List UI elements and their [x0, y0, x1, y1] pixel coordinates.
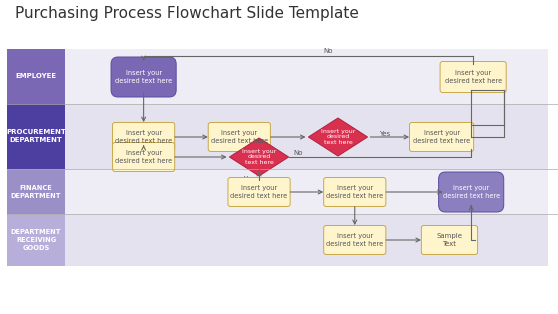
Text: Insert your
desired text here: Insert your desired text here	[326, 185, 383, 199]
Polygon shape	[309, 118, 368, 156]
FancyBboxPatch shape	[65, 169, 548, 214]
Text: Insert your
desired text here: Insert your desired text here	[115, 150, 172, 164]
Text: Insert your
desired text here: Insert your desired text here	[211, 130, 268, 143]
FancyBboxPatch shape	[65, 49, 548, 104]
Text: Insert your
desired text here: Insert your desired text here	[442, 185, 500, 199]
FancyBboxPatch shape	[65, 214, 548, 266]
FancyBboxPatch shape	[7, 169, 65, 214]
FancyBboxPatch shape	[228, 177, 290, 207]
FancyBboxPatch shape	[111, 57, 176, 97]
FancyBboxPatch shape	[324, 177, 386, 207]
Text: Insert your
desired text here: Insert your desired text here	[115, 130, 172, 143]
Text: Insert your
desired text here: Insert your desired text here	[326, 233, 383, 246]
FancyBboxPatch shape	[7, 49, 65, 104]
Text: PROCUREMENT
DEPARTMENT: PROCUREMENT DEPARTMENT	[6, 129, 66, 143]
FancyBboxPatch shape	[324, 225, 386, 255]
Text: Purchasing Process Flowchart Slide Template: Purchasing Process Flowchart Slide Templ…	[16, 6, 359, 21]
Text: Insert your
desired text here: Insert your desired text here	[445, 70, 502, 84]
FancyBboxPatch shape	[113, 122, 175, 151]
FancyBboxPatch shape	[208, 122, 271, 151]
FancyBboxPatch shape	[440, 62, 506, 93]
FancyBboxPatch shape	[421, 225, 478, 255]
FancyBboxPatch shape	[410, 122, 474, 151]
FancyBboxPatch shape	[7, 214, 65, 266]
FancyBboxPatch shape	[113, 143, 175, 171]
FancyBboxPatch shape	[65, 104, 548, 169]
Text: Insert your
desired text here: Insert your desired text here	[230, 185, 288, 199]
Text: Insert your
desired text here: Insert your desired text here	[413, 130, 470, 143]
Text: Sample
Text: Sample Text	[436, 233, 463, 246]
Text: DEPARTMENT
RECEIVING
GOODS: DEPARTMENT RECEIVING GOODS	[11, 229, 61, 251]
FancyBboxPatch shape	[439, 172, 504, 212]
Text: Insert your
desired
text here: Insert your desired text here	[321, 129, 355, 145]
Text: FINANCE
DEPARTMENT: FINANCE DEPARTMENT	[11, 185, 61, 198]
Text: Insert your
desired
text here: Insert your desired text here	[242, 149, 276, 165]
Text: Insert your
desired text here: Insert your desired text here	[115, 70, 172, 84]
FancyBboxPatch shape	[7, 104, 65, 169]
Text: No: No	[294, 150, 303, 156]
Text: No: No	[324, 48, 333, 54]
Text: Yes: Yes	[243, 176, 255, 182]
Text: Yes: Yes	[379, 131, 391, 137]
Polygon shape	[229, 138, 288, 176]
Text: EMPLOYEE: EMPLOYEE	[16, 73, 57, 79]
